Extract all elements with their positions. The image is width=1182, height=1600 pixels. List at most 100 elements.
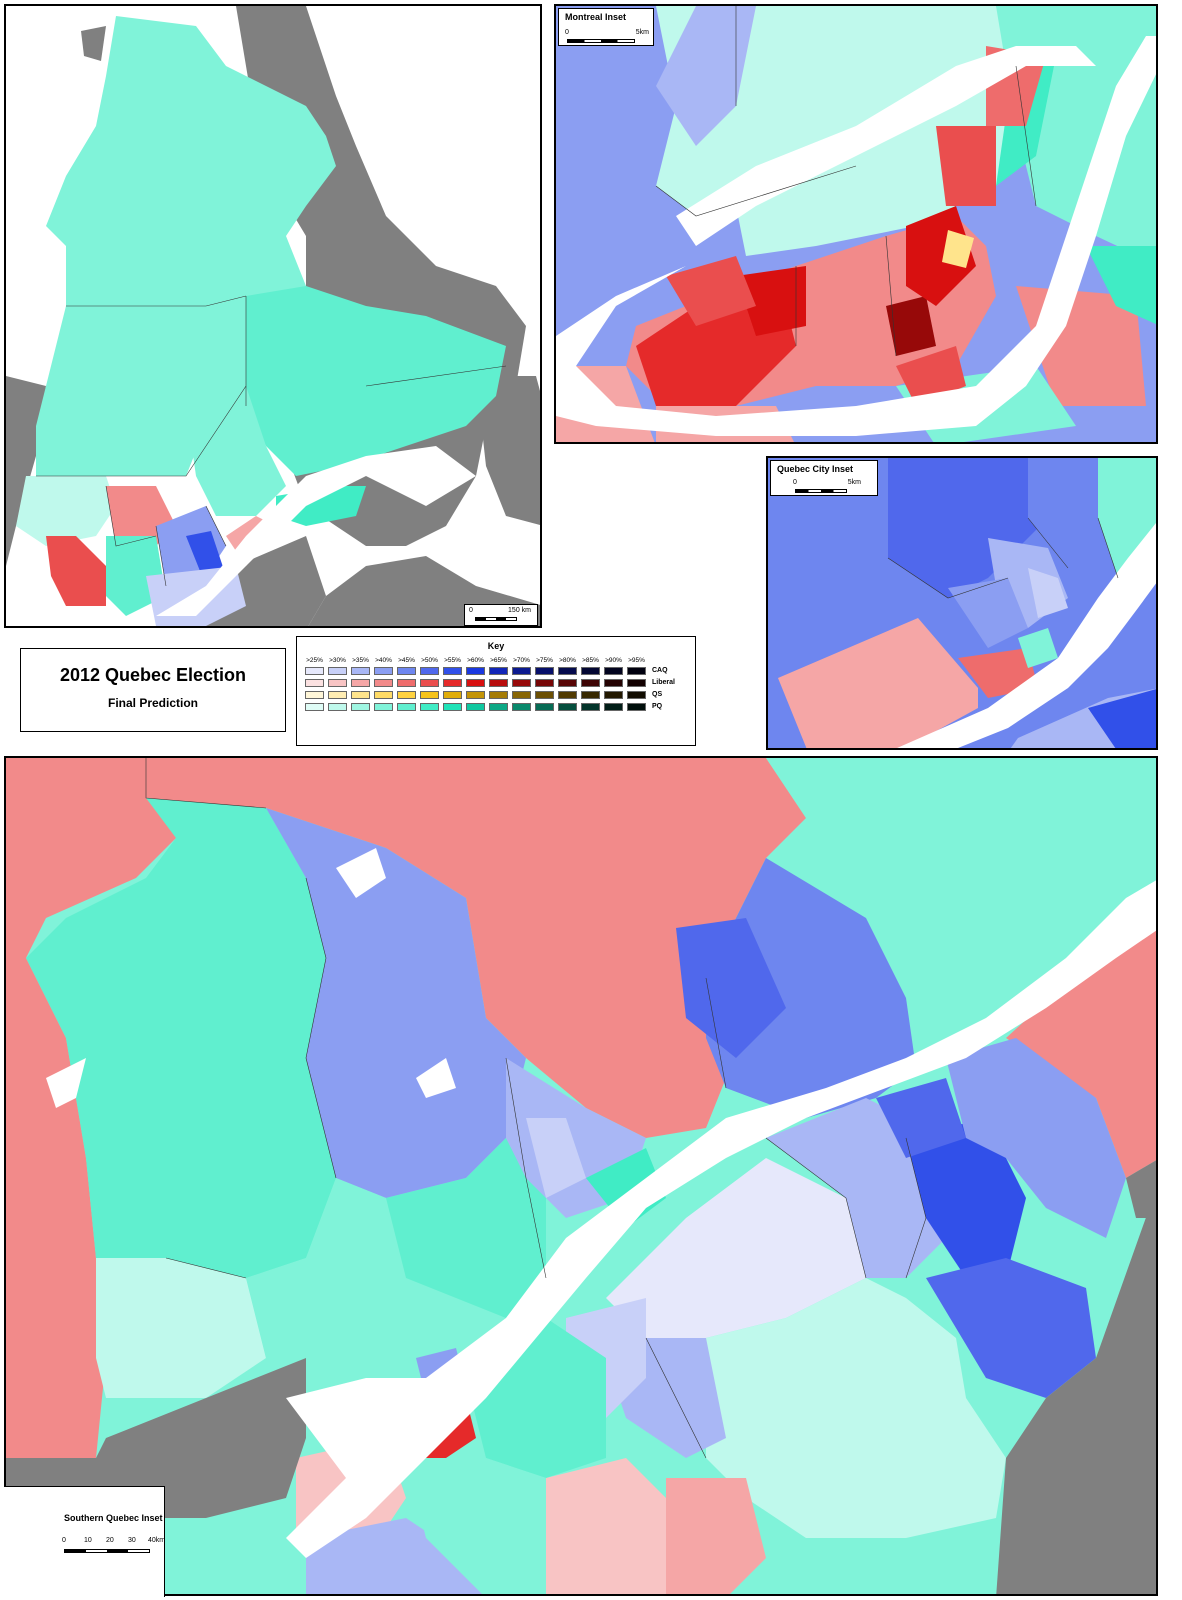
s-south-lib1: [546, 1458, 666, 1594]
key-threshold: >50%: [421, 657, 438, 664]
s-ontario-grey: [6, 1358, 306, 1518]
title-box: 2012 Quebec Election Final Prediction: [20, 648, 286, 732]
key-swatch: [420, 702, 439, 711]
key-grid: >25% >30% >35% >40% >45% >50% >55% >60% >65% >70%…: [303, 657, 675, 712]
key-party-label: Liberal: [652, 679, 675, 686]
qc-scale-end: 5km: [847, 479, 861, 486]
key-swatch: [558, 678, 577, 687]
province-map[interactable]: 0 150 km: [4, 4, 542, 628]
key-swatch: [374, 702, 393, 711]
key-threshold: >25%: [306, 657, 323, 664]
region-duplessis: [246, 286, 506, 476]
key-swatch: [535, 690, 554, 699]
qc-scale-start: 0: [793, 479, 797, 486]
southern-inset-label: Southern Quebec Inset 0 10 20 30 40km: [4, 1486, 165, 1597]
key-swatch: [305, 690, 324, 699]
s-monteregie-pq: [406, 1458, 546, 1594]
scale-tick-10: 10: [84, 1537, 92, 1544]
key-swatch: [443, 702, 462, 711]
key-threshold: >55%: [444, 657, 461, 664]
key-swatch: [581, 666, 600, 675]
key-threshold: >75%: [536, 657, 553, 664]
key-swatch: [512, 678, 531, 687]
southern-scalebar: 0 10 20 30 40km: [62, 1537, 165, 1553]
region-abitibi: [16, 476, 116, 546]
scale-end-label: 150 km: [508, 607, 531, 614]
key-swatch: [581, 702, 600, 711]
s-lake-3: [336, 848, 386, 898]
southern-map-svg: [6, 758, 1156, 1594]
qc-central-lighter: [1028, 568, 1068, 618]
key-swatch: [512, 690, 531, 699]
key-swatch: [374, 690, 393, 699]
scale-tick-40: 40km: [148, 1537, 166, 1544]
key-swatch: [420, 678, 439, 687]
key-swatch: [489, 678, 508, 687]
key-threshold: >85%: [582, 657, 599, 664]
key-threshold: >60%: [467, 657, 484, 664]
mtl-scale-end: 5km: [635, 29, 649, 36]
quebec-city-inset[interactable]: Quebec City Inset 0 5km: [766, 456, 1158, 750]
key-swatch: [558, 690, 577, 699]
key-swatch: [558, 702, 577, 711]
mtl-east-red: [936, 126, 996, 206]
newfoundland-land: [476, 376, 540, 525]
key-swatch: [420, 666, 439, 675]
key-swatch: [604, 702, 623, 711]
key-row-pq: PQ: [303, 701, 675, 712]
s-mauricie-lighter: [526, 1118, 586, 1198]
key-threshold: >90%: [605, 657, 622, 664]
mtl-downtown-dark: [886, 296, 936, 356]
key-swatch: [604, 678, 623, 687]
mtl-west-blue: [656, 6, 756, 146]
s-north-liberal: [146, 758, 806, 1138]
montreal-inset[interactable]: Montreal Inset 0 5km: [554, 4, 1158, 444]
mtl-qs: [942, 230, 974, 268]
island-grey: [81, 26, 106, 61]
s-qc-south-blue: [876, 1078, 966, 1158]
key-swatch: [627, 702, 646, 711]
qc-north-east: [1028, 458, 1108, 568]
region-saguenay: [186, 386, 286, 516]
key-swatch: [489, 666, 508, 675]
key-swatch: [443, 678, 462, 687]
s-central-blue: [266, 808, 526, 1198]
s-sw-light-pq: [96, 1258, 266, 1398]
s-beauce-blue: [926, 1258, 1096, 1398]
key-swatch: [627, 678, 646, 687]
s-west-liberal: [6, 758, 176, 1458]
des-prairies-river: [676, 46, 1096, 246]
key-swatch: [581, 678, 600, 687]
key-swatch: [328, 702, 347, 711]
montreal-inset-label: Montreal Inset 0 5km: [558, 8, 654, 46]
legend-key: Key >25% >30% >35% >40% >45% >50% >55% >60% >65%…: [296, 636, 696, 746]
s-east-blue: [946, 1038, 1126, 1238]
map-subtitle: Final Prediction: [107, 696, 198, 710]
key-swatch: [397, 690, 416, 699]
s-nb-grey: [1126, 1160, 1156, 1218]
key-swatch: [420, 690, 439, 699]
mtl-plateau-red: [906, 206, 976, 306]
key-threshold: >80%: [559, 657, 576, 664]
key-party-label: CAQ: [652, 667, 668, 674]
quebec-city-map-svg: [768, 458, 1156, 748]
key-row-qs: QS: [303, 689, 675, 700]
map-title: 2012 Quebec Election: [59, 665, 247, 685]
key-swatch: [535, 702, 554, 711]
s-west-pq: [26, 798, 336, 1278]
s-east-liberal: [1006, 901, 1156, 1178]
key-swatch: [397, 666, 416, 675]
s-lake-2: [416, 1058, 456, 1098]
s-st-lawrence: [286, 880, 1156, 1558]
key-swatch: [535, 666, 554, 675]
southern-inset-title: Southern Quebec Inset: [64, 1513, 163, 1523]
mtl-lib-dark: [736, 266, 806, 336]
key-swatch: [443, 690, 462, 699]
key-threshold: >45%: [398, 657, 415, 664]
province-scalebar: 0 150 km: [464, 604, 538, 626]
key-swatch: [443, 666, 462, 675]
key-threshold: >65%: [490, 657, 507, 664]
key-swatch: [466, 702, 485, 711]
key-swatch: [351, 666, 370, 675]
southern-quebec-inset[interactable]: [4, 756, 1158, 1596]
